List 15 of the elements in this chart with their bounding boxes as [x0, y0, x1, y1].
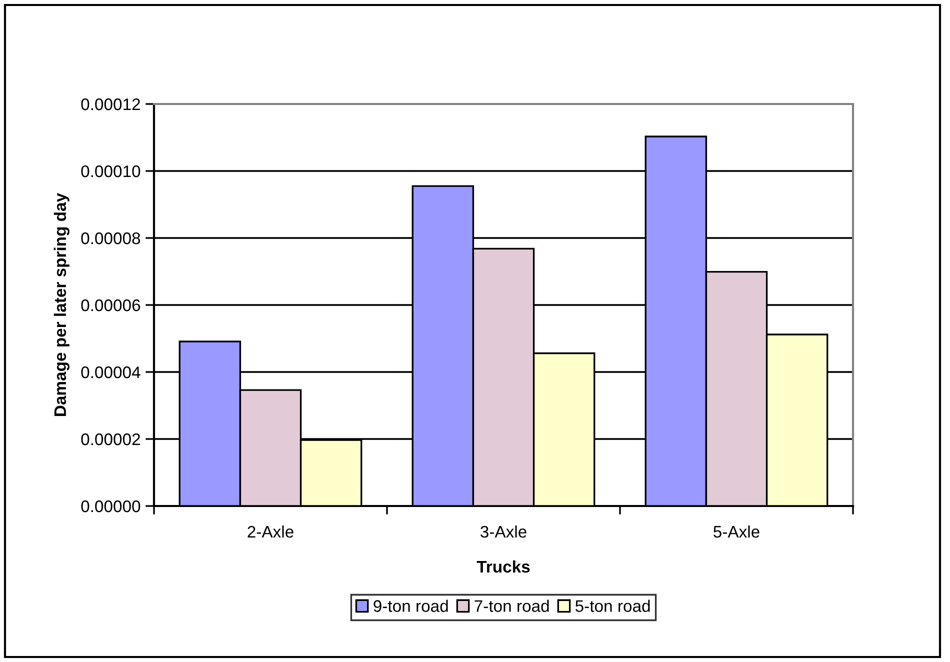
- y-tick-label: 0.00002: [81, 433, 140, 446]
- x-tick-label: 5-Axle: [714, 525, 760, 538]
- y-tick-label: 0.00012: [81, 98, 140, 110]
- x-axis-title: Trucks: [476, 560, 530, 573]
- x-tick-label: 2-Axle: [248, 525, 294, 538]
- y-tick-label: 0.00010: [81, 165, 140, 178]
- x-tick-label: 3-Axle: [480, 525, 526, 538]
- y-tick-label: 0.00006: [81, 299, 140, 312]
- legend-label: 9-ton road: [374, 600, 448, 612]
- legend-label: 7-ton road: [474, 600, 549, 612]
- legend-label: 5-ton road: [575, 600, 650, 612]
- y-tick-label: 0.00008: [81, 232, 140, 244]
- y-tick-label: 0.00004: [81, 366, 140, 378]
- y-axis-title: Damage per later spring day: [54, 193, 70, 416]
- y-tick-label: 0.00000: [81, 500, 140, 512]
